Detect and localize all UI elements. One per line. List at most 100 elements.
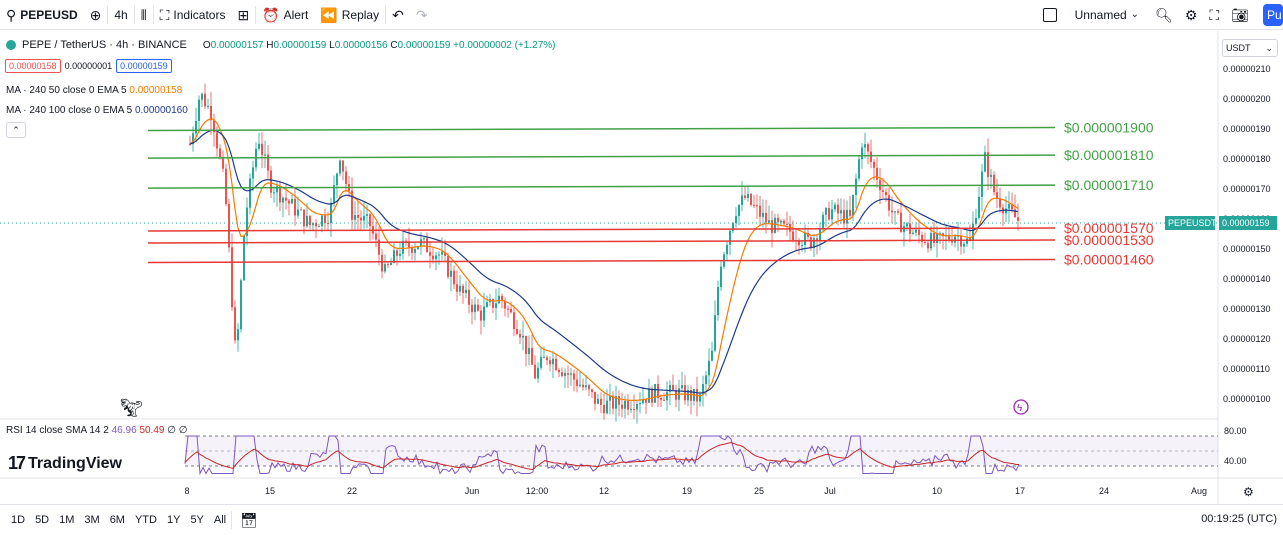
level-line[interactable] <box>147 239 1056 244</box>
level-line[interactable] <box>147 227 1056 232</box>
indicators-button[interactable]: ⛶ Indicators <box>154 0 232 30</box>
clock[interactable]: 00:19:25 (UTC) <box>1201 513 1277 525</box>
chart-canvas[interactable]: $0.000001900 $0.000001810 $0.000001710 $0.0… <box>0 31 1283 504</box>
level-line[interactable] <box>147 184 1056 189</box>
candle-body <box>864 144 866 148</box>
candle-body <box>444 251 446 256</box>
currency-select[interactable]: USDT ⌄ <box>1222 39 1278 57</box>
rsi-legend[interactable]: RSI 14 close SMA 14 2 46.96 50.49 ∅ ∅ <box>6 425 187 436</box>
dino-icon[interactable]: 🦖︎ <box>120 398 143 418</box>
quick-search-button[interactable]: 🔍︎ <box>1145 0 1179 30</box>
candle-body <box>198 99 200 121</box>
range-button[interactable]: 3M <box>84 514 100 526</box>
candle-body <box>408 241 410 248</box>
candle-body <box>537 367 539 379</box>
candle-body <box>639 403 641 405</box>
ma50-legend[interactable]: MA · 240 50 close 0 EMA 5 0.00000158 <box>6 85 182 96</box>
price-tick-label: 0.00000170 <box>1223 184 1271 194</box>
axis-settings-icon[interactable]: ⚙ <box>1243 485 1254 499</box>
candle-body <box>336 173 338 186</box>
level-line[interactable] <box>147 154 1056 159</box>
candle-body <box>858 159 860 179</box>
price-tick-label: 0.00000210 <box>1223 64 1271 74</box>
range-button[interactable]: All <box>213 514 227 526</box>
divider <box>133 5 135 24</box>
layout-checkbox[interactable] <box>1037 0 1063 30</box>
tradingview-logo[interactable]: 17 TradingView <box>8 453 122 474</box>
chart-pane[interactable]: $0.000001900 $0.000001810 $0.000001710 $0.0… <box>0 31 1283 504</box>
settings-button[interactable]: ⚙ <box>1179 0 1204 30</box>
candle-body <box>318 226 320 228</box>
chart-type-button[interactable]: ⫴ <box>135 0 153 30</box>
candle-body <box>483 306 485 321</box>
publish-button[interactable]: Pu <box>1263 4 1283 26</box>
candle-body <box>516 329 518 334</box>
candle-body <box>1017 217 1019 221</box>
candle-body <box>804 232 806 246</box>
range-button[interactable]: 5Y <box>190 514 204 526</box>
candle-body <box>195 120 197 134</box>
layout-menu-button[interactable]: Unnamed ⌄ <box>1063 0 1145 30</box>
symbol-title[interactable]: PEPE / TetherUS · 4h · BINANCE <box>22 39 187 51</box>
range-button[interactable]: 1Y <box>166 514 181 526</box>
range-button[interactable]: 6M <box>109 514 125 526</box>
candle-body <box>810 237 812 249</box>
level-label: $0.000001460 <box>1064 252 1154 268</box>
sell-button[interactable]: 0.00000158 <box>5 59 61 73</box>
candle-body <box>690 390 692 401</box>
range-button[interactable]: 1M <box>59 514 75 526</box>
collapse-legend-button[interactable]: ⌃ <box>6 122 26 138</box>
candle-body <box>312 223 314 226</box>
candle-body <box>942 233 944 237</box>
candle-body <box>915 229 917 233</box>
compare-button[interactable]: ⊕ <box>84 0 108 30</box>
tradingview-mark-icon: 17 <box>8 453 26 473</box>
ma100-legend[interactable]: MA · 240 100 close 0 EMA 5 0.00000160 <box>6 105 188 116</box>
candle-body <box>645 399 647 403</box>
candle-body <box>699 394 701 402</box>
symbol-search[interactable]: ⚲ PEPEUSD <box>0 0 84 30</box>
candle-body <box>246 207 248 236</box>
redo-button[interactable]: ↷ <box>410 0 434 30</box>
candle-body <box>771 220 773 233</box>
candle-body <box>924 241 926 243</box>
calendar-range-icon[interactable]: 📅︎ <box>240 512 258 528</box>
interval-button[interactable]: 4h <box>108 0 133 30</box>
candle-body <box>486 302 488 307</box>
snapshot-button[interactable]: 📷︎ <box>1225 0 1255 30</box>
price-tick-label: 0.00000200 <box>1223 94 1271 104</box>
fullscreen-button[interactable]: ⛶ <box>1203 0 1225 30</box>
level-line[interactable] <box>147 126 1056 132</box>
lightning-circle-icon[interactable] <box>1013 399 1029 415</box>
candle-body <box>585 385 587 388</box>
candle-body <box>576 379 578 386</box>
replay-button[interactable]: ⏪ Replay <box>314 0 385 30</box>
range-button[interactable]: YTD <box>134 514 157 526</box>
level-line[interactable] <box>147 258 1056 264</box>
candle-body <box>396 250 398 256</box>
candle-body <box>216 132 218 149</box>
range-button[interactable]: 5D <box>35 514 50 526</box>
candle-body <box>558 369 560 373</box>
undo-button[interactable]: ↶ <box>386 0 410 30</box>
candle-body <box>411 247 413 253</box>
candle-body <box>456 284 458 292</box>
templates-button[interactable]: ⊞ <box>231 0 255 30</box>
candle-body <box>543 357 545 359</box>
candle-body <box>552 358 554 365</box>
candle-body <box>660 397 662 400</box>
candle-body <box>900 212 902 233</box>
price-tick-label: 0.00000140 <box>1223 274 1271 284</box>
buy-button[interactable]: 0.00000159 <box>116 59 172 73</box>
candle-body <box>624 400 626 409</box>
chevron-down-icon: ⌄ <box>1130 9 1140 20</box>
candle-body <box>297 209 299 216</box>
pepe-logo-icon <box>6 40 16 50</box>
candle-body <box>849 209 851 216</box>
candle-body <box>480 310 482 321</box>
price-tick-label: 0.00000120 <box>1223 334 1271 344</box>
candle-body <box>573 373 575 380</box>
candle-body <box>588 385 590 390</box>
range-button[interactable]: 1D <box>11 514 26 526</box>
alert-button[interactable]: ⏰ Alert <box>256 0 314 30</box>
